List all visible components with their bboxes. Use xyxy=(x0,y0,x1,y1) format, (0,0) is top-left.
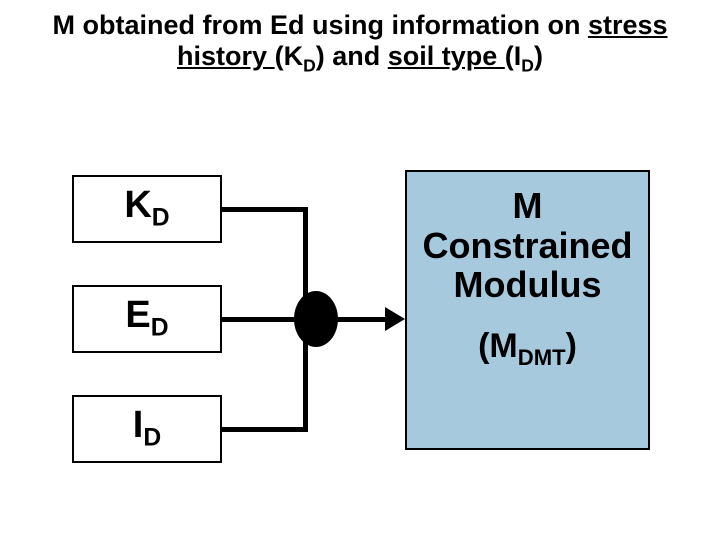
title-line-1: M obtained from Ed using information on … xyxy=(0,10,720,41)
output-line: Modulus xyxy=(454,264,602,305)
title-underline-soiltype: soil type xyxy=(388,41,505,71)
title-subscript: D xyxy=(521,55,534,75)
title-underline-stress: stress xyxy=(588,10,668,40)
label-main: I xyxy=(133,404,144,446)
title-text: ) xyxy=(534,41,543,71)
output-sub: (M xyxy=(478,327,518,365)
output-sub: ) xyxy=(566,327,577,365)
input-label-id: ID xyxy=(133,406,161,451)
diagram-title: M obtained from Ed using information on … xyxy=(0,10,720,76)
title-text: (I xyxy=(505,41,522,71)
title-subscript: D xyxy=(303,55,316,75)
output-line: Constrained xyxy=(422,225,632,266)
title-line-2: history (KD) and soil type (ID) xyxy=(0,41,720,76)
title-text: ) and xyxy=(316,41,388,71)
label-sub: D xyxy=(151,315,169,342)
output-box-m: M Constrained Modulus (MDMT) xyxy=(405,170,650,450)
title-text: M obtained from Ed using information on xyxy=(52,10,587,40)
input-box-id: ID xyxy=(72,395,222,463)
label-sub: D xyxy=(152,205,170,232)
label-sub: D xyxy=(143,425,161,452)
diagram-stage: M obtained from Ed using information on … xyxy=(0,0,720,540)
connector-line xyxy=(222,427,308,432)
connector-line xyxy=(222,207,308,212)
title-underline-history: history xyxy=(177,41,275,71)
arrow-shaft xyxy=(316,317,387,322)
title-text: (K xyxy=(275,41,304,71)
input-box-ed: ED xyxy=(72,285,222,353)
output-main-text: M Constrained Modulus xyxy=(407,172,648,305)
arrow-head-icon xyxy=(385,307,405,331)
input-label-ed: ED xyxy=(125,296,168,341)
output-line: M xyxy=(513,185,543,226)
label-main: K xyxy=(124,184,151,226)
label-main: E xyxy=(125,294,150,336)
input-label-kd: KD xyxy=(124,186,169,231)
input-box-kd: KD xyxy=(72,175,222,243)
output-sub-text: (MDMT) xyxy=(407,327,648,371)
output-sub: DMT xyxy=(518,345,566,370)
